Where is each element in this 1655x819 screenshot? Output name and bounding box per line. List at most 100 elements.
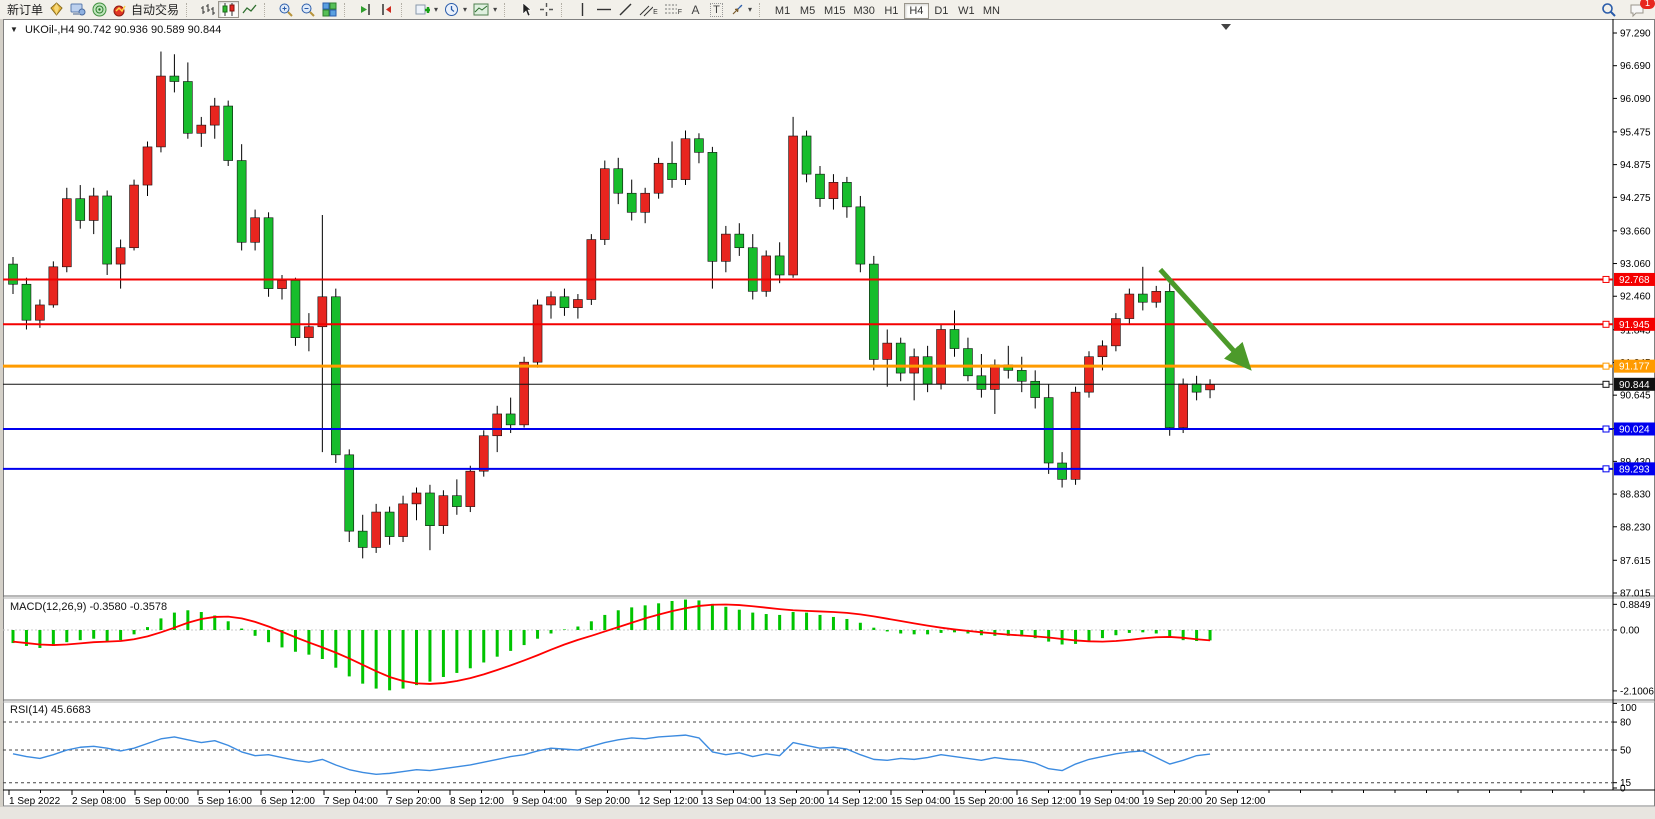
timeframe-M5[interactable]: M5: [795, 3, 820, 19]
signal-icon: [92, 2, 107, 17]
fibonacci-letter: F: [677, 9, 683, 16]
svg-text:7 Sep 04:00: 7 Sep 04:00: [324, 796, 378, 807]
svg-text:90.024: 90.024: [1619, 424, 1650, 435]
svg-text:88.830: 88.830: [1620, 490, 1651, 501]
fibonacci-button[interactable]: F: [661, 1, 685, 18]
svg-text:6 Sep 12:00: 6 Sep 12:00: [261, 796, 315, 807]
templates-button[interactable]: ▾: [470, 1, 500, 18]
search-button[interactable]: [1598, 1, 1620, 18]
text-label-button[interactable]: T: [706, 1, 727, 18]
line-chart-icon: [242, 4, 257, 14]
terminal-icon: [70, 3, 86, 16]
fibonacci-icon: [664, 4, 677, 14]
svg-text:93.060: 93.060: [1620, 259, 1651, 270]
chart-title-ohlc: 90.742 90.936 90.589 90.844: [77, 24, 222, 36]
svg-text:97.290: 97.290: [1620, 29, 1651, 40]
indicators-button[interactable]: ▾: [412, 1, 441, 18]
cursor-icon: [522, 2, 532, 17]
svg-text:92.768: 92.768: [1619, 275, 1650, 286]
svg-text:13 Sep 20:00: 13 Sep 20:00: [765, 796, 825, 807]
timeframe-H1[interactable]: H1: [879, 3, 904, 19]
new-order-label: 新订单: [7, 3, 44, 17]
svg-text:7 Sep 20:00: 7 Sep 20:00: [387, 796, 441, 807]
svg-text:9 Sep 04:00: 9 Sep 04:00: [513, 796, 567, 807]
svg-text:15 Sep 04:00: 15 Sep 04:00: [891, 796, 951, 807]
cursor-button[interactable]: [515, 1, 536, 18]
svg-text:87.015: 87.015: [1620, 588, 1651, 599]
bar-chart-button[interactable]: [197, 1, 218, 18]
new-order-button[interactable]: 新订单: [4, 1, 46, 18]
timeframe-W1[interactable]: W1: [954, 3, 979, 19]
auto-trading-button[interactable]: 自动交易: [110, 1, 182, 18]
svg-text:14 Sep 12:00: 14 Sep 12:00: [828, 796, 888, 807]
svg-text:9 Sep 20:00: 9 Sep 20:00: [576, 796, 630, 807]
svg-text:0: 0: [1620, 784, 1626, 795]
vertical-line-button[interactable]: [572, 1, 593, 18]
svg-text:88.230: 88.230: [1620, 522, 1651, 533]
tile-windows-button[interactable]: [319, 1, 340, 18]
zoom-in-button[interactable]: [275, 1, 297, 18]
zoom-in-icon: [279, 3, 293, 17]
toolbar-separator: [759, 2, 767, 17]
clock-icon: [445, 3, 459, 16]
auto-trading-icon: [113, 5, 126, 17]
svg-text:90.645: 90.645: [1620, 391, 1651, 402]
channel-button[interactable]: E: [636, 1, 661, 18]
channel-letter: E: [653, 9, 658, 16]
timeframe-M1[interactable]: M1: [770, 3, 795, 19]
chart-shift-button[interactable]: [376, 1, 397, 18]
search-icon: [1602, 2, 1616, 17]
svg-text:12 Sep 12:00: 12 Sep 12:00: [639, 796, 699, 807]
vertical-line-icon: [581, 3, 584, 16]
rsi-indicator-label: RSI(14) 45.6683: [10, 704, 91, 716]
bottom-strip: [0, 807, 1655, 819]
chart-window: 97.290 96.690 96.090 95.475 94.875 94.275 93.6…: [0, 19, 1655, 807]
svg-text:80: 80: [1620, 718, 1632, 729]
svg-text:0.00: 0.00: [1620, 626, 1640, 637]
zoom-out-button[interactable]: [297, 1, 319, 18]
svg-text:1 Sep 2022: 1 Sep 2022: [9, 796, 61, 807]
crosshair-button[interactable]: [536, 1, 557, 18]
text-label-letter: T: [710, 2, 723, 17]
auto-scroll-button[interactable]: [355, 1, 376, 18]
timeframe-M30[interactable]: M30: [849, 3, 878, 19]
periods-button[interactable]: ▾: [441, 1, 470, 18]
market-watch-button[interactable]: [46, 1, 67, 18]
terminal-button[interactable]: [67, 1, 89, 18]
chart-canvas[interactable]: 97.290 96.690 96.090 95.475 94.875 94.275 93.6…: [3, 19, 1655, 807]
svg-text:94.875: 94.875: [1620, 160, 1651, 171]
main-toolbar: 新订单 自动交易: [0, 0, 1655, 20]
timeframe-MN[interactable]: MN: [979, 3, 1004, 19]
trendline-button[interactable]: [615, 1, 636, 18]
svg-text:95.475: 95.475: [1620, 127, 1651, 138]
arrows-button[interactable]: ▾: [727, 1, 755, 18]
svg-text:96.090: 96.090: [1620, 94, 1651, 105]
svg-text:8 Sep 12:00: 8 Sep 12:00: [450, 796, 504, 807]
horizontal-line-button[interactable]: [593, 1, 615, 18]
chevron-down-icon: ▾: [463, 5, 468, 14]
svg-text:90.844: 90.844: [1619, 380, 1650, 391]
zoom-out-icon: [301, 3, 315, 17]
collapse-triangle-icon: ▼: [10, 25, 18, 34]
timeframe-H4[interactable]: H4: [903, 2, 929, 19]
auto-trading-label: 自动交易: [131, 3, 180, 17]
svg-text:16 Sep 12:00: 16 Sep 12:00: [1017, 796, 1077, 807]
toolbar-separator: [344, 2, 352, 17]
signals-button[interactable]: [89, 1, 110, 18]
timeframe-D1[interactable]: D1: [929, 3, 954, 19]
svg-text:15: 15: [1620, 778, 1632, 789]
svg-text:19 Sep 20:00: 19 Sep 20:00: [1143, 796, 1203, 807]
template-chart-icon: [473, 3, 489, 16]
chart-title-symbol: UKOil-,H4: [24, 24, 75, 36]
chart-shift-icon: [382, 4, 392, 15]
crosshair-icon: [540, 3, 554, 16]
line-chart-button[interactable]: [239, 1, 260, 18]
text-button[interactable]: A: [685, 1, 706, 18]
channel-icon: [639, 5, 654, 17]
gem-icon: [50, 2, 63, 16]
candlestick-chart-button[interactable]: [218, 1, 240, 18]
toolbar-separator: [561, 2, 569, 17]
bar-chart-icon: [201, 4, 216, 15]
toolbar-separator: [401, 2, 409, 17]
timeframe-M15[interactable]: M15: [820, 3, 849, 19]
